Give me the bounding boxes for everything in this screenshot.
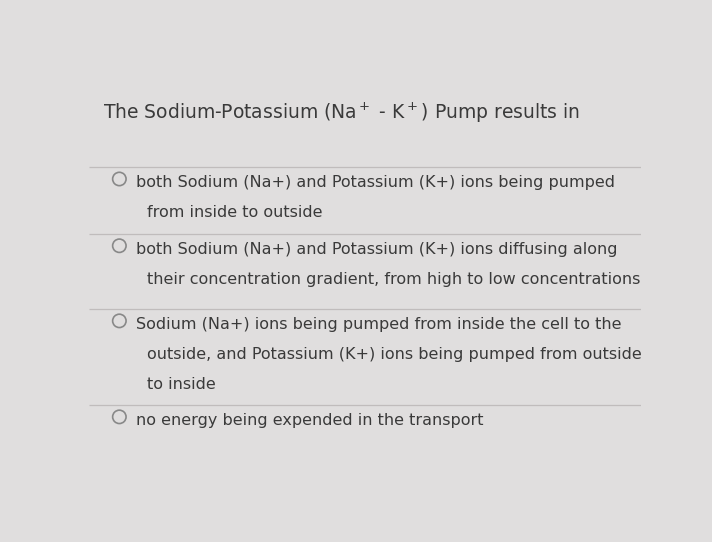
Ellipse shape [112, 239, 126, 253]
Ellipse shape [112, 410, 126, 423]
Text: The Sodium-Potassium (Na$^+$ - K$^+$) Pump results in: The Sodium-Potassium (Na$^+$ - K$^+$) Pu… [103, 100, 580, 125]
Text: to inside: to inside [147, 377, 216, 392]
Text: no energy being expended in the transport: no energy being expended in the transpor… [136, 412, 483, 428]
Text: both Sodium (Na+) and Potassium (K+) ions being pumped: both Sodium (Na+) and Potassium (K+) ion… [136, 175, 615, 190]
Text: Sodium (Na+) ions being pumped from inside the cell to the: Sodium (Na+) ions being pumped from insi… [136, 317, 622, 332]
Ellipse shape [112, 172, 126, 186]
Text: from inside to outside: from inside to outside [147, 205, 323, 220]
Text: both Sodium (Na+) and Potassium (K+) ions diffusing along: both Sodium (Na+) and Potassium (K+) ion… [136, 242, 617, 256]
Text: their concentration gradient, from high to low concentrations: their concentration gradient, from high … [147, 272, 640, 287]
Text: outside, and Potassium (K+) ions being pumped from outside: outside, and Potassium (K+) ions being p… [147, 347, 642, 362]
Ellipse shape [112, 314, 126, 327]
